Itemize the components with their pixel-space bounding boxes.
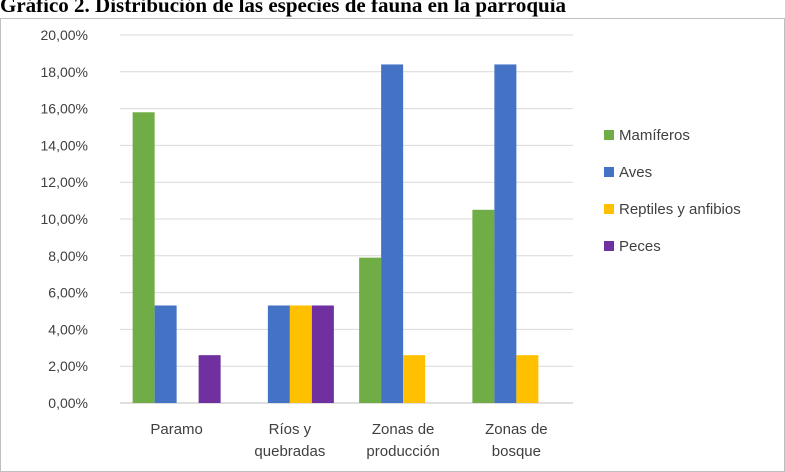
bar-peces-1 — [311, 305, 334, 403]
y-tick-label: 12,00% — [41, 174, 88, 190]
y-axis-ticks: 0,00% 2,00% 4,00% 6,00% 8,00% 10,00% 12,00% 14,… — [41, 27, 88, 411]
bar-mam-feros-3 — [472, 209, 495, 403]
y-tick-label: 4,00% — [48, 321, 88, 337]
x-category-label: quebradas — [254, 443, 325, 460]
legend-label: Peces — [619, 238, 661, 255]
y-tick-label: 6,00% — [48, 285, 88, 301]
y-tick-label: 14,00% — [41, 137, 88, 153]
bar-reptiles-y-anfibios-2 — [403, 355, 426, 403]
bar-peces-0 — [198, 355, 221, 403]
x-category-label: Ríos y — [269, 421, 312, 438]
x-category-label: Zonas de — [372, 421, 435, 438]
legend-swatch — [604, 167, 614, 177]
x-category-label: bosque — [492, 443, 541, 460]
chart-title: Gráfico 2. Distribución de las especies … — [0, 0, 567, 17]
y-tick-label: 8,00% — [48, 248, 88, 264]
x-axis-categories: Paramo Ríos y quebradas Zonas de producción Z… — [150, 421, 547, 460]
y-tick-label: 18,00% — [41, 64, 88, 80]
legend-swatch — [604, 204, 614, 214]
bar-aves-2 — [381, 64, 404, 403]
bar-aves-0 — [154, 305, 177, 403]
legend-label: Aves — [619, 164, 652, 181]
legend-label: Reptiles y anfibios — [619, 201, 741, 218]
bar-mam-feros-2 — [359, 257, 382, 403]
x-category-label: Zonas de — [485, 421, 548, 438]
legend: Mamíferos Aves Reptiles y anfibios Peces — [604, 127, 741, 255]
x-category-label: producción — [366, 443, 439, 460]
y-tick-label: 10,00% — [41, 211, 88, 227]
y-tick-label: 2,00% — [48, 358, 88, 374]
y-tick-label: 20,00% — [41, 27, 88, 43]
bar-aves-3 — [494, 64, 517, 403]
x-category-label: Paramo — [150, 421, 203, 438]
legend-label: Mamíferos — [619, 127, 690, 144]
bar-reptiles-y-anfibios-3 — [516, 355, 539, 403]
bar-aves-1 — [267, 305, 290, 403]
bar-mam-feros-0 — [132, 112, 155, 403]
legend-swatch — [604, 130, 614, 140]
bars — [132, 64, 539, 403]
legend-swatch — [604, 241, 614, 251]
y-tick-label: 0,00% — [48, 395, 88, 411]
y-tick-label: 16,00% — [41, 101, 88, 117]
bar-reptiles-y-anfibios-1 — [289, 305, 312, 403]
